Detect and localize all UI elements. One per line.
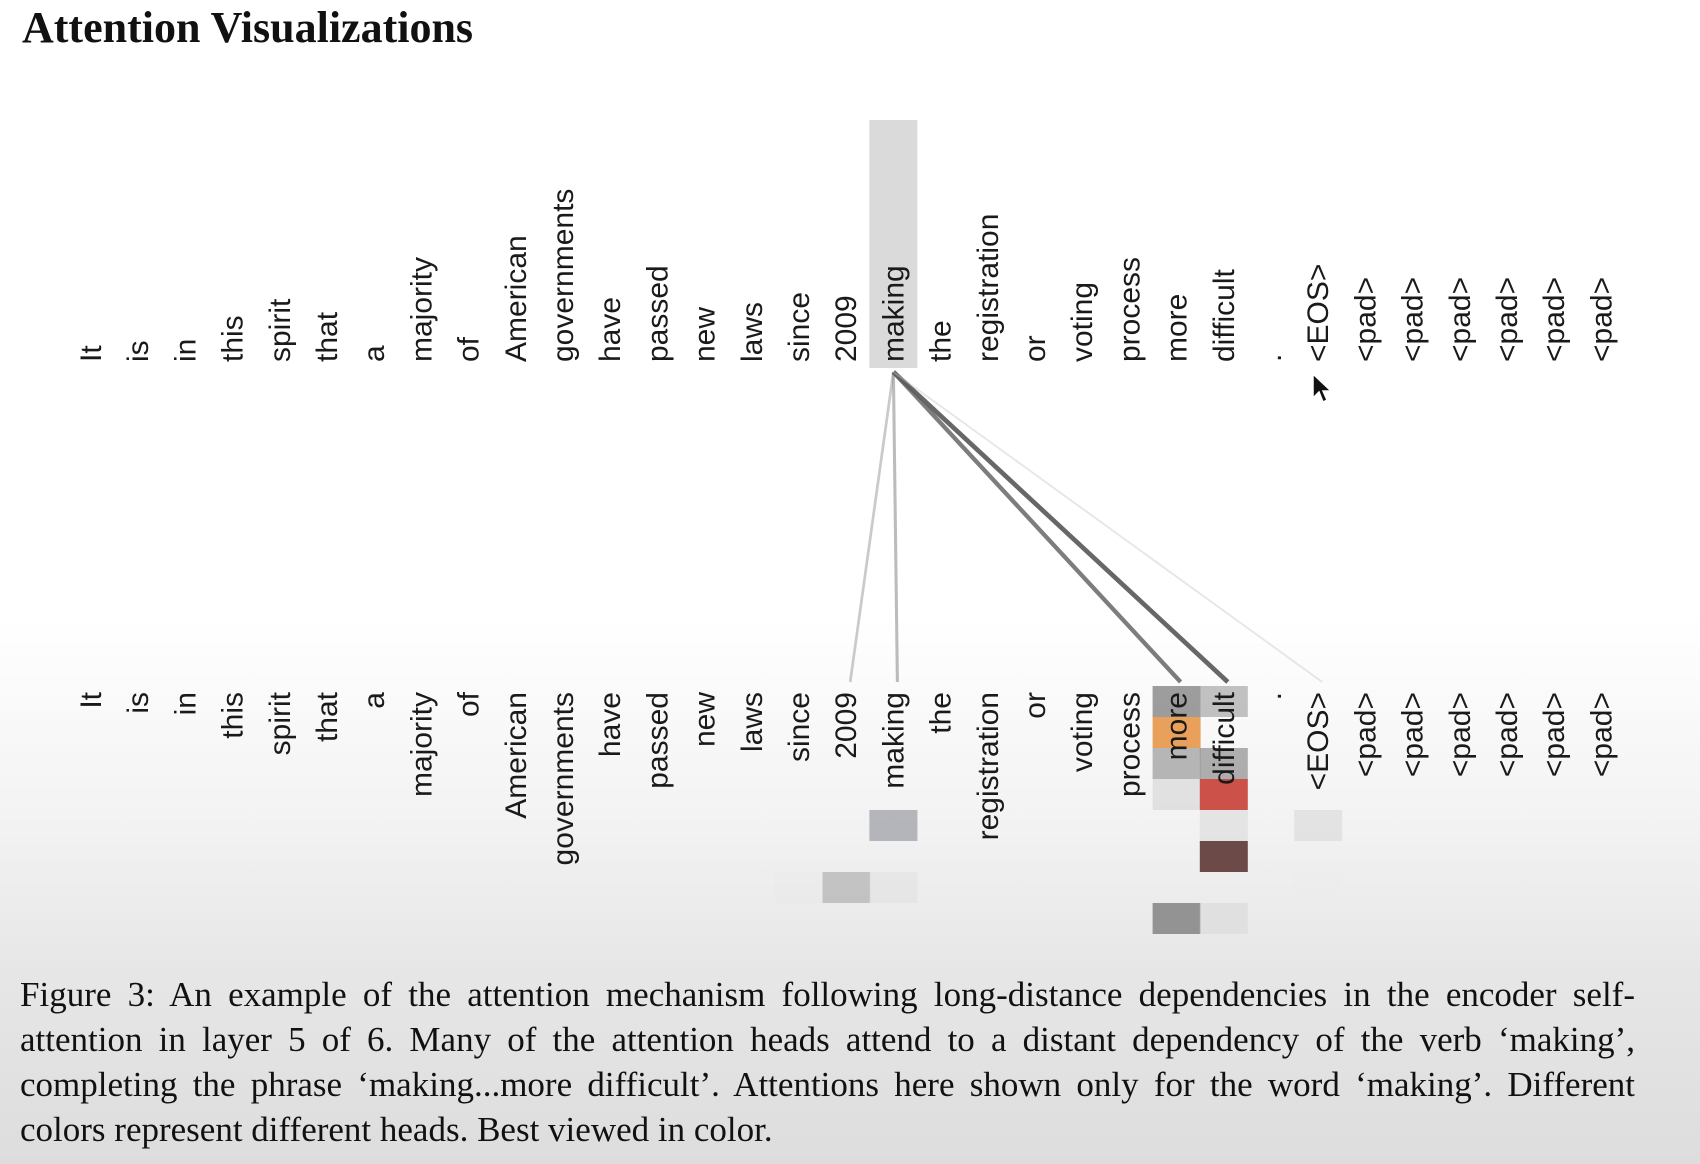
target-token: <pad> (1491, 692, 1524, 777)
target-token: making (877, 692, 910, 789)
source-token: more (1161, 294, 1194, 362)
target-token: . (1255, 692, 1288, 700)
attention-cell (1152, 686, 1201, 717)
target-token: majority (405, 692, 438, 797)
attention-line (891, 370, 1183, 684)
source-token: majority (405, 257, 438, 362)
source-token: that (311, 311, 344, 362)
mouse-cursor-icon (1312, 372, 1333, 404)
source-token: . (1255, 354, 1288, 362)
attention-line (892, 371, 1323, 683)
target-token: <pad> (1585, 692, 1618, 777)
target-token: voting (1066, 692, 1099, 772)
source-token: <pad> (1585, 277, 1618, 362)
attention-cell (1294, 810, 1343, 841)
target-token: more (1161, 692, 1194, 760)
attention-cell (869, 872, 918, 903)
source-token: in (169, 339, 202, 362)
target-token: <pad> (1397, 692, 1430, 777)
attention-cell (1199, 779, 1248, 810)
source-token: is (122, 340, 155, 362)
attention-cell (1199, 903, 1248, 934)
target-token: American (500, 692, 533, 819)
source-token: making (877, 265, 910, 362)
source-token: <pad> (1444, 277, 1477, 362)
target-token: new (689, 692, 722, 747)
source-token: <pad> (1397, 277, 1430, 362)
attention-line (891, 371, 899, 683)
source-token: <pad> (1349, 277, 1382, 362)
target-token: laws (736, 692, 769, 752)
attention-cell (1152, 779, 1201, 810)
attention-cell (1199, 810, 1248, 841)
target-token: a (358, 692, 391, 709)
target-token: It (75, 691, 108, 708)
target-token: have (594, 692, 627, 757)
section-title: Attention Visualizations (22, 3, 474, 52)
target-token: <pad> (1349, 692, 1382, 777)
target-token: this (217, 692, 250, 739)
attention-figure: It is in this spirit that a majority of American g… (75, 120, 1618, 934)
target-token: the (925, 692, 958, 734)
source-token: or (1019, 335, 1052, 362)
source-token: since (783, 292, 816, 362)
attention-line (891, 370, 1230, 684)
target-token: 2009 (830, 692, 863, 759)
target-token: of (453, 691, 486, 717)
source-token: laws (736, 302, 769, 362)
attention-cell (1152, 717, 1201, 748)
target-token: process (1113, 692, 1146, 797)
source-token: passed (641, 265, 674, 362)
target-token: passed (641, 692, 674, 789)
target-token: <pad> (1444, 692, 1477, 777)
target-token: difficult (1208, 691, 1241, 784)
figure-caption: Figure 3: An example of the attention me… (20, 975, 1635, 1149)
source-token: voting (1066, 282, 1099, 362)
target-token: <EOS> (1302, 692, 1335, 790)
source-token: the (925, 320, 958, 362)
source-token: difficult (1208, 269, 1241, 362)
source-token: process (1113, 257, 1146, 362)
source-token: <pad> (1491, 277, 1524, 362)
target-token: <pad> (1538, 692, 1571, 777)
source-token: of (453, 336, 486, 362)
target-token: spirit (264, 691, 297, 755)
target-token: governments (547, 692, 580, 865)
source-token: have (594, 297, 627, 362)
source-token: spirit (264, 298, 297, 362)
source-token: this (217, 315, 250, 362)
source-token: <EOS> (1302, 264, 1335, 362)
attention-cell (1152, 748, 1201, 779)
target-token: is (122, 692, 155, 714)
attention-cell (869, 810, 918, 841)
attention-cell (1199, 686, 1248, 717)
target-token: that (311, 691, 344, 742)
attention-cell (822, 872, 871, 903)
source-token: governments (547, 189, 580, 362)
source-token: registration (972, 214, 1005, 362)
attention-cell (775, 872, 823, 903)
attention-cell (1152, 903, 1201, 934)
source-token: American (500, 235, 533, 362)
source-token: new (689, 307, 722, 362)
source-token: <pad> (1538, 277, 1571, 362)
attention-cell (1199, 748, 1248, 779)
target-token: registration (972, 692, 1005, 840)
target-token: or (1019, 692, 1052, 719)
source-token: a (358, 345, 391, 362)
source-token: It (75, 345, 108, 362)
source-token: 2009 (830, 295, 863, 362)
target-token: since (783, 692, 816, 762)
attention-cell (1294, 872, 1343, 903)
attention-cell (1199, 841, 1248, 872)
target-token: in (169, 692, 202, 715)
attention-line (848, 371, 895, 683)
query-token-highlight (869, 120, 918, 368)
